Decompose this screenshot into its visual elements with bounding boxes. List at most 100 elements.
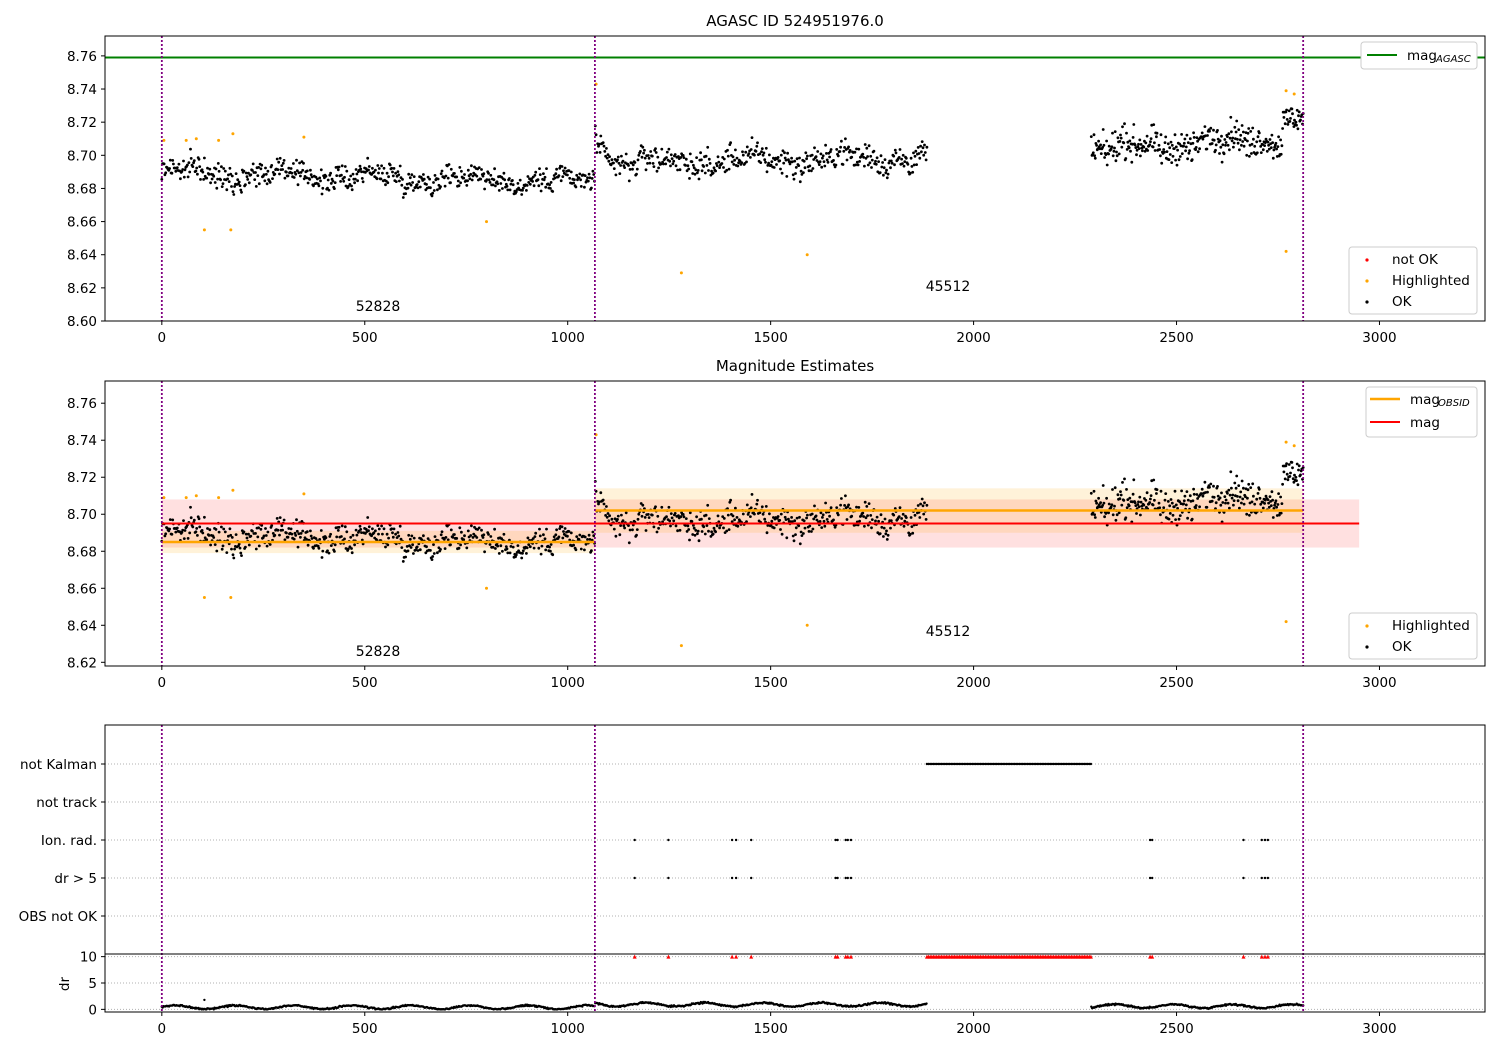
ok-point [1137,505,1141,509]
ok-point [1297,110,1301,114]
ok-point [309,168,312,172]
ok-point [458,526,462,530]
ok-point [480,528,483,532]
ok-point [791,534,795,538]
ok-point [387,175,390,179]
ok-point [913,154,917,158]
ok-point [904,156,908,160]
ok-point [727,167,731,171]
ok-point [783,151,786,155]
ok-point [1169,498,1173,501]
ok-point [875,156,879,160]
ok-point [503,178,507,182]
ok-point [189,157,193,160]
ok-point [1139,154,1142,158]
ok-point [583,185,586,189]
ok-point [327,551,331,555]
ok-point [1269,146,1273,150]
flag-point [1266,876,1270,880]
ok-point [921,146,925,150]
ok-point [1192,487,1195,491]
ok-point [223,530,227,534]
ok-point [1218,496,1222,500]
ok-point [205,538,209,542]
p3-x-tick-label: 1500 [753,1021,787,1037]
ok-point [795,157,799,161]
ok-point [915,163,918,167]
ok-point [429,186,432,190]
ok-point [358,164,362,168]
flag-point [836,838,839,842]
ok-point [858,160,861,163]
ok-point [764,146,768,150]
ok-point [780,532,784,536]
ok-point [1192,136,1196,139]
ok-point [376,164,380,167]
ok-point [736,164,740,168]
ok-point [254,532,257,535]
ok-point [850,514,854,518]
ok-point [1229,115,1233,119]
ok-point [833,525,837,529]
flag-point [846,838,849,842]
ok-point [1293,118,1296,122]
ok-point [353,543,356,547]
ok-point [863,524,866,528]
flag-point [734,838,738,842]
ok-point [273,533,277,537]
ok-point [1119,133,1122,137]
ok-point [1286,123,1290,126]
p3-x-tick-label: 1000 [551,1021,585,1037]
ok-point [525,189,528,192]
ok-point [1153,498,1156,502]
ok-point [1224,143,1227,147]
ok-point [841,163,845,166]
ok-point [661,520,664,524]
flag-label: Ion. rad. [41,833,97,849]
ok-point [567,169,571,173]
ok-point [726,154,730,158]
flag-point [1031,762,1034,766]
ok-point [619,164,622,167]
ok-point [749,515,752,518]
ok-point [381,171,384,175]
ok-point [718,166,721,170]
ok-point [1226,491,1229,495]
ok-point [214,167,218,171]
ok-point [822,160,826,164]
ok-point [1110,145,1114,149]
ok-point [1226,135,1229,139]
ok-point [802,519,806,523]
flag-point [734,876,738,880]
ok-point [254,171,257,174]
ok-point [1127,146,1131,150]
ok-point [545,527,548,531]
ok-point [1283,477,1287,481]
ok-point [191,165,195,169]
ok-point [1121,481,1124,484]
ok-point [821,516,824,519]
ok-point [1259,502,1263,506]
ok-point [234,533,238,536]
panel2-x-axis: 0 500 1000 1500 2000 2500 3000 [158,666,1397,691]
ok-point [310,175,314,179]
ok-point [367,529,370,533]
ok-point [812,517,816,521]
ok-point [1139,143,1143,146]
ok-point [1216,129,1219,132]
ok-point [704,154,708,158]
ok-point [194,530,198,534]
ok-point [417,180,421,184]
ok-point [1273,145,1276,149]
dr-point [925,1002,928,1005]
ok-point [660,147,664,151]
ok-point [798,180,802,184]
ok-point [282,159,286,162]
ok-point [882,526,886,530]
ok-point [595,151,599,154]
ok-point [344,184,348,188]
ok-point [174,169,178,173]
ok-point [305,176,308,180]
ok-point [1205,505,1209,509]
ok-point [1114,518,1118,522]
